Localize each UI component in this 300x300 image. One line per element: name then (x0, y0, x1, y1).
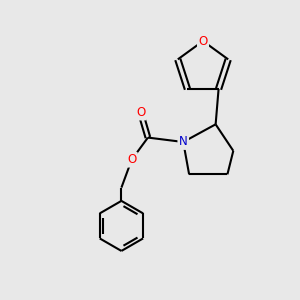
Text: O: O (198, 34, 208, 48)
Text: N: N (179, 136, 188, 148)
Text: O: O (136, 106, 145, 119)
Text: O: O (127, 153, 136, 166)
